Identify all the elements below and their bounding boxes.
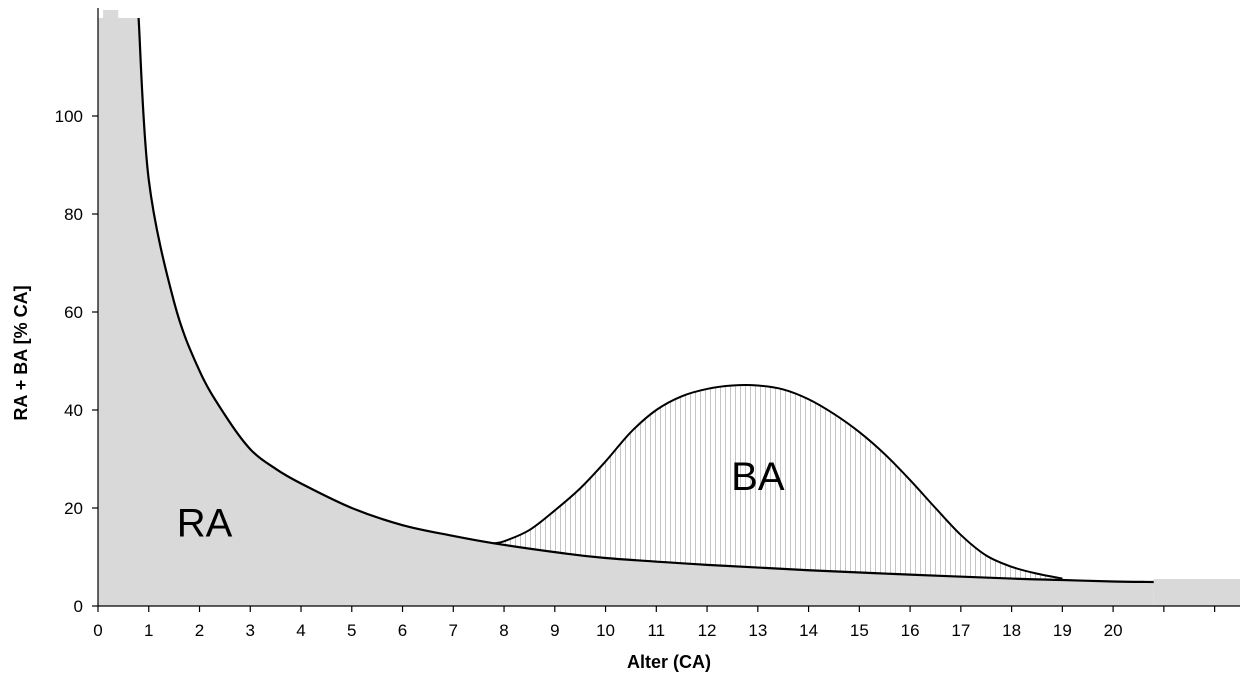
- x-tick-label: 19: [1053, 621, 1072, 640]
- x-tick-label: 9: [550, 621, 559, 640]
- x-tick-label: 1: [144, 621, 153, 640]
- x-tick-label: 0: [93, 621, 102, 640]
- x-tick-label: 17: [951, 621, 970, 640]
- y-tick-label: 80: [64, 205, 83, 224]
- y-tick-label: 20: [64, 499, 83, 518]
- x-tick-label: 8: [499, 621, 508, 640]
- x-axis-title: Alter (CA): [627, 652, 711, 672]
- x-tick-label: 20: [1104, 621, 1123, 640]
- x-tick-label: 12: [698, 621, 717, 640]
- right-gray-band: [1153, 579, 1240, 606]
- y-tick-label: 0: [74, 597, 83, 616]
- axes: [92, 8, 1240, 612]
- ba-area: [493, 385, 1063, 581]
- x-tick-label: 11: [647, 621, 665, 640]
- x-tick-label: 7: [449, 621, 458, 640]
- x-tick-label: 10: [596, 621, 615, 640]
- y-tick-label: 60: [64, 303, 83, 322]
- x-tick-label: 5: [347, 621, 356, 640]
- x-tick-label: 14: [799, 621, 818, 640]
- y-tick-label: 40: [64, 401, 83, 420]
- x-tick-label: 3: [246, 621, 255, 640]
- x-tick-label: 13: [748, 621, 767, 640]
- plot-area: [98, 10, 1240, 606]
- x-tick-label: 15: [850, 621, 869, 640]
- x-tick-label: 18: [1002, 621, 1021, 640]
- ra-series-line: [137, 17, 1154, 584]
- ba-area-label: BA: [731, 455, 785, 499]
- x-tick-label: 2: [195, 621, 204, 640]
- x-tick-label: 6: [398, 621, 407, 640]
- x-tick-label: 16: [901, 621, 920, 640]
- ra-area-label: RA: [177, 502, 233, 546]
- top-gray-box: [103, 10, 119, 20]
- ra-area: [98, 18, 1154, 606]
- y-axis-title: RA + BA [% CA]: [11, 285, 31, 420]
- ba-series-line: [493, 384, 1063, 580]
- y-tick-label: 100: [55, 107, 83, 126]
- x-tick-label: 4: [296, 621, 305, 640]
